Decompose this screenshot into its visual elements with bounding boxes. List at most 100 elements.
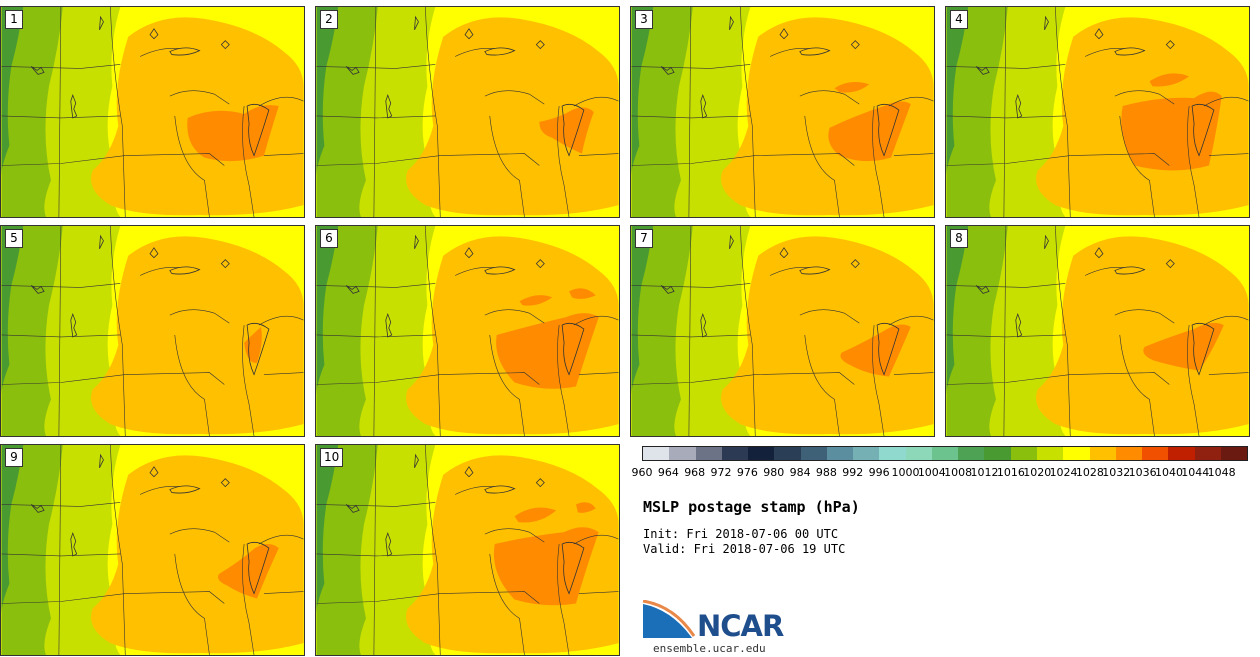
contour-1032 [91, 455, 304, 654]
state-border [1070, 153, 1170, 166]
state-border [740, 7, 756, 217]
state-border [373, 445, 377, 655]
contour-1032 [721, 236, 934, 435]
postage-stamp-7: 7 [630, 225, 935, 437]
state-border [799, 90, 860, 105]
state-border [893, 153, 934, 156]
lake-outline [1015, 93, 1023, 119]
state-border [440, 591, 540, 604]
state-border [316, 502, 436, 507]
state-border [557, 544, 570, 655]
state-border [1, 115, 121, 119]
contour-1016 [631, 226, 654, 395]
lake-outline [70, 531, 78, 557]
lake-outline [464, 28, 474, 40]
state-border [58, 7, 62, 217]
contour-1036 [493, 527, 599, 606]
contour-1032 [91, 236, 304, 435]
colorbar-tick-label: 1036 [1128, 466, 1157, 479]
logo-wordmark: NCAR [697, 609, 784, 643]
state-border [1003, 226, 1007, 436]
colorbar-swatch [853, 447, 880, 460]
state-border [872, 325, 885, 436]
colorbar-swatch [1089, 447, 1116, 460]
colorbar-swatch [826, 447, 854, 460]
contour-1036 [1121, 91, 1222, 171]
lake-outline [700, 93, 708, 119]
state-border [1070, 372, 1170, 385]
state-border [946, 155, 1071, 166]
state-border [1, 64, 121, 69]
state-border [58, 226, 62, 436]
contour-1016 [316, 7, 339, 176]
colorbar-tick-label: 996 [868, 466, 890, 479]
lake-outline [850, 259, 860, 269]
state-border [631, 155, 756, 166]
lake-outline [385, 93, 393, 119]
contour-1036 [539, 107, 594, 154]
lake-outline [535, 40, 545, 50]
colorbar-swatch [1010, 447, 1037, 460]
state-border [484, 90, 545, 105]
contour-1020 [946, 7, 1008, 217]
lake-outline [169, 266, 201, 275]
state-border [316, 593, 441, 604]
colorbar-tick-label: 1020 [1023, 466, 1052, 479]
contour-1020 [316, 226, 378, 436]
postage-stamp-8: 8 [945, 225, 1250, 437]
lake-outline [220, 40, 230, 50]
lake-outline [876, 103, 900, 157]
state-border [373, 226, 377, 436]
state-border [1208, 372, 1249, 375]
state-border [1119, 334, 1155, 436]
state-border [1, 553, 121, 557]
stamp-number: 9 [5, 448, 23, 467]
state-border [578, 153, 619, 156]
state-border [316, 334, 436, 338]
colorbar-swatch [1194, 447, 1221, 460]
stamp-number: 4 [950, 10, 968, 29]
lake-outline [975, 285, 990, 294]
colorbar-tick-label: 992 [842, 466, 864, 479]
stamp-number: 5 [5, 229, 23, 248]
stamp-number: 8 [950, 229, 968, 248]
colorbar-tick-label: 976 [736, 466, 758, 479]
lake-outline [385, 531, 393, 557]
lake-outline [729, 234, 734, 249]
state-border [1203, 96, 1249, 107]
contour-1036 [834, 82, 870, 93]
mslp-map-4 [946, 7, 1249, 217]
colorbar-swatch [721, 447, 749, 460]
state-border [316, 283, 436, 288]
lake-outline [99, 15, 104, 30]
lake-outline [70, 312, 78, 338]
lake-outline [149, 466, 159, 478]
lake-outline [799, 266, 831, 275]
lake-outline [414, 234, 419, 249]
stamp-number: 3 [635, 10, 653, 29]
colorbar-tick-label: 1024 [1049, 466, 1078, 479]
state-border [139, 47, 180, 57]
state-border [169, 90, 230, 105]
contour-1036 [1149, 73, 1190, 87]
contour-1020 [316, 7, 378, 217]
contour-1020 [1, 226, 63, 436]
state-border [242, 106, 255, 217]
lake-outline [30, 285, 45, 294]
lake-outline [414, 15, 419, 30]
state-border [125, 153, 225, 166]
mslp-map-7 [631, 226, 934, 436]
contour-1016 [1, 226, 24, 395]
state-border [755, 372, 855, 385]
colorbar-tick-label: 980 [763, 466, 785, 479]
contour-1016 [1, 445, 24, 614]
lake-outline [799, 47, 831, 56]
state-border [258, 534, 304, 545]
mslp-map-8 [946, 226, 1249, 436]
lake-outline [149, 28, 159, 40]
state-border [755, 153, 855, 166]
colorbar-tick-label: 972 [710, 466, 732, 479]
postage-stamp-6: 6 [315, 225, 620, 437]
stamp-number: 2 [320, 10, 338, 29]
mslp-map-2 [316, 7, 619, 217]
